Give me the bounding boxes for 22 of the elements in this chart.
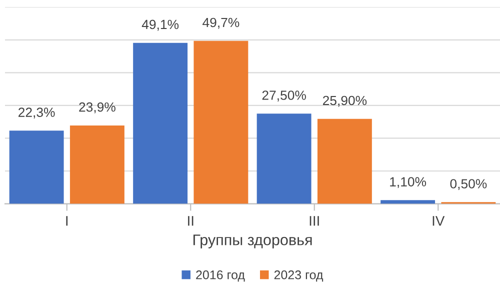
bar [9,130,64,204]
bar [380,200,436,204]
legend-label: 2023 год [274,270,324,282]
bar [194,40,248,204]
x-tick-label: III [310,216,319,226]
x-tick-label: II [188,216,194,226]
bar [70,125,124,204]
data-label: 1,10% [390,177,426,188]
legend-label: 2016 год [196,270,245,282]
data-label: 25,90% [322,96,367,107]
data-label: 49,7% [202,18,240,29]
data-label: 0,50% [450,179,487,190]
x-tick-label: I [66,216,68,226]
bar [133,42,188,204]
data-label: 49,1% [142,20,179,31]
bar [317,118,372,204]
bar [256,114,312,204]
x-tick-label: IV [432,216,445,226]
data-label: 22,3% [18,108,55,119]
data-label: 23,9% [79,102,116,114]
x-axis-title: Группы здоровья [193,234,312,248]
data-label: 27,50% [262,90,306,102]
